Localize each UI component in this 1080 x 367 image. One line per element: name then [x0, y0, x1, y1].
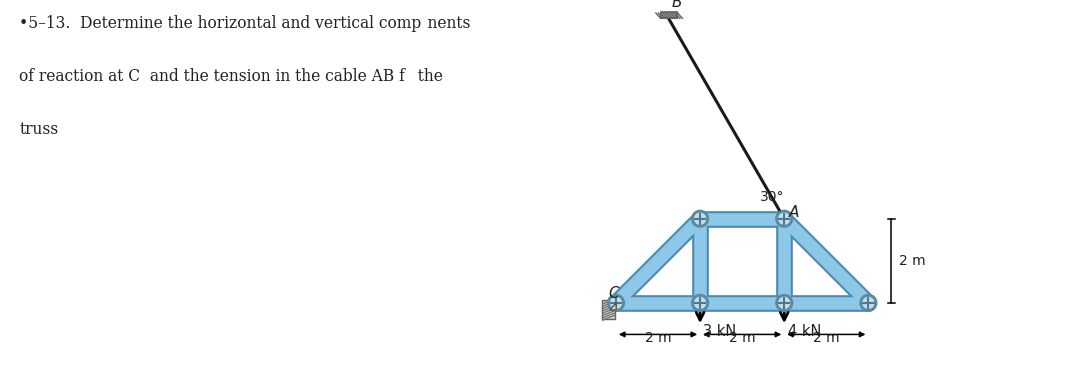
- Circle shape: [694, 297, 705, 308]
- Polygon shape: [603, 300, 616, 319]
- Circle shape: [775, 294, 793, 311]
- Circle shape: [694, 213, 705, 224]
- Circle shape: [608, 294, 624, 311]
- Circle shape: [860, 294, 877, 311]
- Circle shape: [775, 210, 793, 227]
- Text: 30°: 30°: [760, 190, 784, 204]
- Text: 2 m: 2 m: [729, 331, 756, 345]
- Text: 4 kN: 4 kN: [787, 324, 821, 339]
- Text: 3 kN: 3 kN: [703, 324, 737, 339]
- Text: of reaction at C  and the tension in the cable AB f   the: of reaction at C and the tension in the …: [19, 68, 443, 85]
- Text: B: B: [672, 0, 683, 10]
- Circle shape: [779, 213, 789, 224]
- Circle shape: [691, 210, 708, 227]
- Text: truss: truss: [19, 121, 58, 138]
- Bar: [661, 12, 676, 18]
- Text: 2 m: 2 m: [813, 331, 839, 345]
- Text: •5–13.  Determine the horizontal and vertical comp  nents: •5–13. Determine the horizontal and vert…: [19, 15, 471, 32]
- Text: C: C: [608, 286, 619, 301]
- Circle shape: [610, 297, 621, 308]
- Text: 2 m: 2 m: [899, 254, 926, 268]
- Circle shape: [691, 294, 708, 311]
- Text: A: A: [789, 205, 799, 219]
- Text: 2 m: 2 m: [645, 331, 672, 345]
- Circle shape: [779, 297, 789, 308]
- Circle shape: [863, 297, 874, 308]
- Polygon shape: [610, 303, 617, 310]
